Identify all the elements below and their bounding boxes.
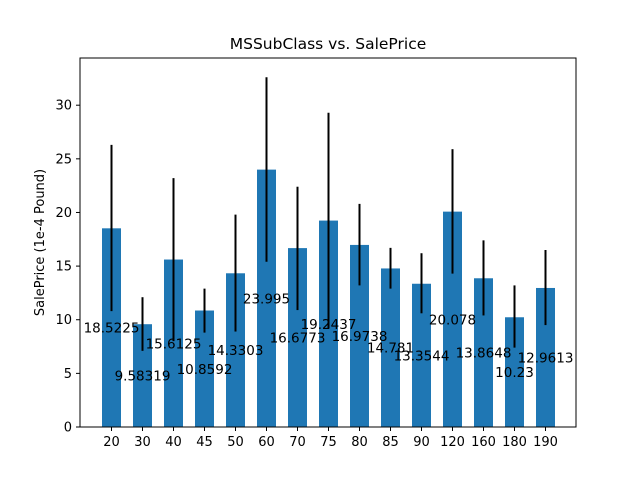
y-axis: 0 5 10 15 20 25 30	[55, 99, 80, 436]
x-tick-label: 20	[103, 435, 120, 450]
data-label: 19.2437	[301, 317, 357, 333]
data-label: 16.6773	[270, 331, 326, 347]
y-tick-label: 30	[55, 99, 72, 114]
x-tick-label: 90	[413, 435, 430, 450]
bar	[350, 244, 369, 427]
data-label: 23.995	[243, 291, 290, 307]
bar	[102, 228, 121, 427]
chart-title: MSSubClass vs. SalePrice	[230, 35, 427, 53]
y-tick-label: 25	[55, 152, 72, 167]
bar	[226, 273, 245, 427]
bar	[381, 268, 400, 427]
bar	[195, 310, 214, 427]
plot-frame	[79, 57, 577, 428]
y-tick-label: 15	[55, 260, 72, 275]
x-tick-label: 60	[258, 435, 275, 450]
x-tick-label: 30	[134, 435, 151, 450]
x-axis: 20 30 40 45 50 60 70 75 80 85 90 120 160 180 190	[103, 427, 558, 450]
value-labels-layer: 18.5225 9.58319 15.6125 10.8592 14.3303 23.99…	[84, 291, 574, 384]
x-tick-label: 190	[533, 435, 558, 450]
data-label: 15.6125	[146, 336, 202, 352]
data-label: 13.3544	[394, 348, 450, 364]
y-tick-label: 5	[64, 367, 72, 382]
x-tick-label: 160	[471, 435, 496, 450]
bar	[505, 317, 524, 427]
data-label: 18.5225	[84, 321, 140, 337]
bar	[288, 248, 307, 427]
bar	[443, 211, 462, 427]
x-tick-label: 120	[440, 435, 465, 450]
bar	[474, 278, 493, 427]
bar	[164, 259, 183, 427]
x-tick-label: 50	[227, 435, 244, 450]
data-label: 12.9613	[518, 350, 574, 366]
data-label: 20.078	[429, 312, 476, 328]
bar	[133, 324, 152, 427]
y-axis-label: SalePrice (1e-4 Pound)	[33, 169, 48, 316]
bar	[536, 287, 555, 427]
data-label: 9.58319	[115, 369, 171, 385]
x-tick-label: 45	[196, 435, 213, 450]
bars-layer	[102, 169, 555, 428]
x-tick-label: 85	[382, 435, 399, 450]
x-tick-label: 70	[289, 435, 306, 450]
data-label: 14.781	[367, 341, 414, 357]
data-label: 10.23	[495, 365, 534, 381]
x-tick-label: 80	[351, 435, 368, 450]
y-tick-label: 10	[55, 313, 72, 328]
data-label: 13.8648	[456, 346, 512, 362]
x-tick-label: 180	[502, 435, 527, 450]
bar	[257, 169, 276, 428]
data-label: 14.3303	[208, 343, 264, 359]
bar	[412, 283, 431, 427]
x-tick-label: 75	[320, 435, 337, 450]
x-tick-label: 40	[165, 435, 182, 450]
y-tick-label: 20	[55, 206, 72, 221]
data-label: 16.9738	[332, 329, 388, 345]
error-bars-layer	[110, 77, 547, 351]
y-tick-label: 0	[64, 421, 72, 436]
data-label: 10.8592	[177, 362, 233, 378]
